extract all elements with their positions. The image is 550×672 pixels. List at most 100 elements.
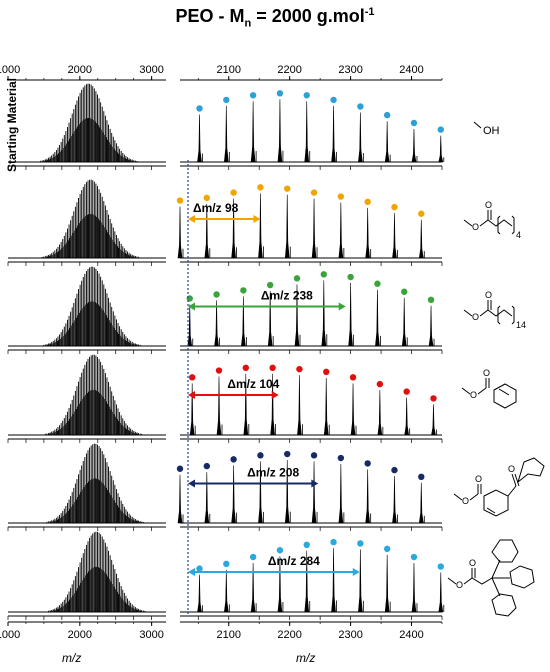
left-spectrum-1	[8, 83, 166, 163]
right-peak	[358, 112, 363, 163]
right-peak	[284, 194, 290, 259]
svg-text:14: 14	[516, 320, 526, 330]
left-bottom-tick-label: 1000	[0, 629, 20, 641]
right-peak	[204, 472, 210, 524]
peak-marker-dot	[266, 281, 274, 289]
peak-marker-dot	[376, 380, 384, 388]
svg-text:O: O	[470, 390, 477, 400]
peak-marker-dot	[240, 287, 247, 294]
left-top-tick-label: 3000	[139, 64, 163, 76]
peak-marker-dot	[383, 111, 391, 119]
svg-text:O: O	[483, 368, 490, 378]
structures: OH O O 4 O O 14 O	[447, 121, 545, 617]
structure-ester-c4: O O 4	[463, 200, 521, 240]
right-peak	[418, 482, 424, 524]
peak-marker-dot	[176, 465, 184, 472]
svg-text:O: O	[456, 580, 463, 590]
peak-marker-dot	[276, 547, 284, 554]
peak-marker-dot	[430, 395, 437, 402]
right-peak	[177, 206, 183, 259]
x-axis-label-right: m/z	[296, 651, 316, 665]
structure-benzoylbenzoate: O O O	[453, 457, 545, 517]
structure-triphenylpropanoate: O O	[447, 539, 535, 617]
right-peak	[438, 572, 444, 613]
delta-label: Δm/z 208	[247, 466, 299, 480]
left-spectrum-4	[8, 354, 166, 436]
peak-marker-dot	[357, 540, 364, 547]
svg-text:O: O	[485, 200, 492, 210]
right-peak	[243, 373, 249, 436]
x-axis-label-left: m/z	[62, 651, 82, 665]
right-peak	[304, 550, 310, 613]
peak-marker-dot	[269, 364, 276, 371]
right-peak	[267, 291, 273, 347]
peak-marker-dot	[330, 538, 337, 546]
right-spectrum-5: Δm/z 208	[176, 450, 442, 524]
peak-marker-dot	[401, 288, 408, 295]
right-peak	[323, 377, 329, 436]
right-peak	[365, 469, 370, 524]
peak-marker-dot	[410, 119, 418, 127]
left-spectrum-5	[8, 443, 166, 524]
left-spectrum-6	[8, 531, 166, 613]
peak-marker-dot	[203, 462, 211, 470]
right-peak	[384, 554, 390, 613]
right-top-tick-label: 2300	[338, 64, 362, 76]
delta-arrow-head-right	[352, 568, 360, 577]
right-peak	[375, 289, 380, 347]
right-peak	[189, 383, 195, 436]
delta-label: Δm/z 238	[261, 289, 313, 303]
peak-marker-dot	[357, 103, 364, 110]
structure-oh: OH	[473, 121, 500, 137]
figure-title: PEO - Mn = 2000 g.mol-1	[175, 6, 375, 30]
peak-marker-dot	[364, 198, 371, 206]
peak-marker-dot	[196, 565, 203, 572]
right-peak	[331, 548, 336, 613]
right-peak	[297, 375, 302, 436]
svg-text:O: O	[485, 290, 492, 300]
structure-ester-c14: O O 14	[463, 290, 526, 330]
right-peak	[204, 203, 210, 259]
svg-text:4: 4	[516, 230, 521, 240]
right-peak	[177, 474, 183, 524]
svg-text:O: O	[508, 464, 515, 474]
peak-marker-dot	[437, 563, 444, 570]
delta-arrow-head-right	[311, 479, 319, 488]
svg-text:O: O	[472, 222, 479, 232]
right-peak	[231, 198, 236, 259]
svg-text:O: O	[472, 312, 479, 322]
right-peak	[384, 121, 390, 163]
right-peak	[377, 390, 383, 436]
right-peak	[311, 461, 317, 524]
left-top-tick-label: 2000	[68, 64, 92, 76]
right-peak	[277, 556, 283, 613]
left-top-tick-label: 1000	[0, 64, 20, 76]
peak-marker-dot	[257, 184, 264, 191]
right-peak	[392, 213, 397, 259]
peak-marker-dot	[249, 553, 257, 561]
peak-marker-dot	[188, 374, 196, 381]
svg-text:O: O	[475, 474, 482, 484]
peak-marker-dot	[230, 456, 237, 463]
right-peak	[250, 563, 256, 613]
peak-marker-dot	[427, 296, 435, 303]
peak-marker-dot	[223, 96, 230, 104]
peak-marker-dot	[330, 96, 337, 104]
right-top-tick-label: 2100	[217, 64, 241, 76]
right-peak	[348, 283, 353, 347]
right-peak	[404, 397, 410, 436]
right-peak	[258, 193, 263, 259]
peak-marker-dot	[242, 364, 250, 371]
peak-marker-dot	[303, 541, 310, 548]
right-peak	[231, 465, 236, 524]
right-peak	[338, 464, 344, 524]
structure-benzoate: O O	[461, 368, 517, 409]
left-bottom-tick-label: 3000	[139, 629, 163, 641]
right-peak	[187, 304, 193, 347]
right-bottom-tick-label: 2200	[277, 629, 301, 641]
right-peak	[331, 105, 336, 163]
peak-marker-dot	[403, 388, 410, 395]
right-peak	[358, 549, 363, 613]
right-peak	[304, 101, 310, 163]
